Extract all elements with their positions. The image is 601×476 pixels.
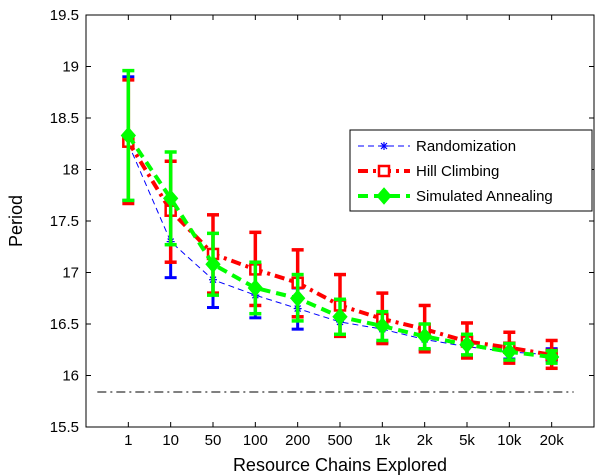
y-tick-label: 16.5 (50, 316, 79, 333)
x-tick-label: 5k (459, 432, 475, 449)
x-tick-label: 1k (374, 432, 390, 449)
marker-stroke (380, 142, 388, 150)
y-tick-label: 19 (62, 59, 79, 76)
legend: Randomization Hill Climbing Simulated Anne… (349, 129, 593, 212)
y-tick-label: 19.5 (50, 7, 79, 24)
marker-asterisk (380, 142, 388, 150)
marker-diamond (417, 327, 433, 346)
x-axis-label: Resource Chains Explored (233, 455, 447, 475)
x-tick-label: 200 (285, 432, 310, 449)
x-tick-label: 10k (497, 432, 522, 449)
marker-diamond (459, 335, 475, 354)
marker-diamond (205, 255, 221, 274)
legend-entries: Randomization Hill Climbing Simulated Anne… (358, 138, 553, 205)
marker-diamond (332, 308, 348, 326)
marker-diamond (163, 189, 179, 208)
x-tick-label: 20k (540, 432, 565, 449)
legend-label: Randomization (416, 138, 516, 155)
marker-diamond (120, 126, 136, 145)
legend-label: Hill Climbing (416, 163, 499, 180)
marker-diamond (376, 187, 392, 205)
x-tick-label: 1 (124, 432, 132, 449)
marker-diamond (501, 343, 517, 361)
marker-diamond (544, 348, 560, 366)
axes-layer: 1 10 50 100 200 500 1k 2k 5k 10k 20k 15.5 16 16.5 17 17… (50, 7, 594, 449)
legend-label: Simulated Annealing (416, 188, 553, 205)
legend-entry: Randomization (358, 138, 516, 155)
legend-entry: Simulated Annealing (358, 187, 553, 205)
y-tick-label: 17 (62, 265, 79, 282)
y-axis-label: Period (6, 195, 26, 247)
y-tick-label: 16 (62, 368, 79, 385)
y-tick-label: 18 (62, 162, 79, 179)
y-tick-label: 18.5 (50, 110, 79, 127)
marker-diamond (290, 289, 306, 308)
x-tick-label: 500 (327, 432, 352, 449)
y-tick-label: 17.5 (50, 213, 79, 230)
x-tick-label: 100 (243, 432, 268, 449)
legend-entry: Hill Climbing (358, 163, 499, 180)
y-tick-label: 15.5 (50, 419, 79, 436)
marker-diamond (247, 279, 263, 297)
marker-square (377, 164, 391, 178)
x-tick-label: 50 (205, 432, 222, 449)
x-tick-label: 2k (417, 432, 433, 449)
marker-diamond (374, 317, 390, 335)
series-layer (120, 68, 560, 371)
x-tick-label: 10 (162, 432, 179, 449)
series-simulated-annealing (120, 68, 560, 366)
